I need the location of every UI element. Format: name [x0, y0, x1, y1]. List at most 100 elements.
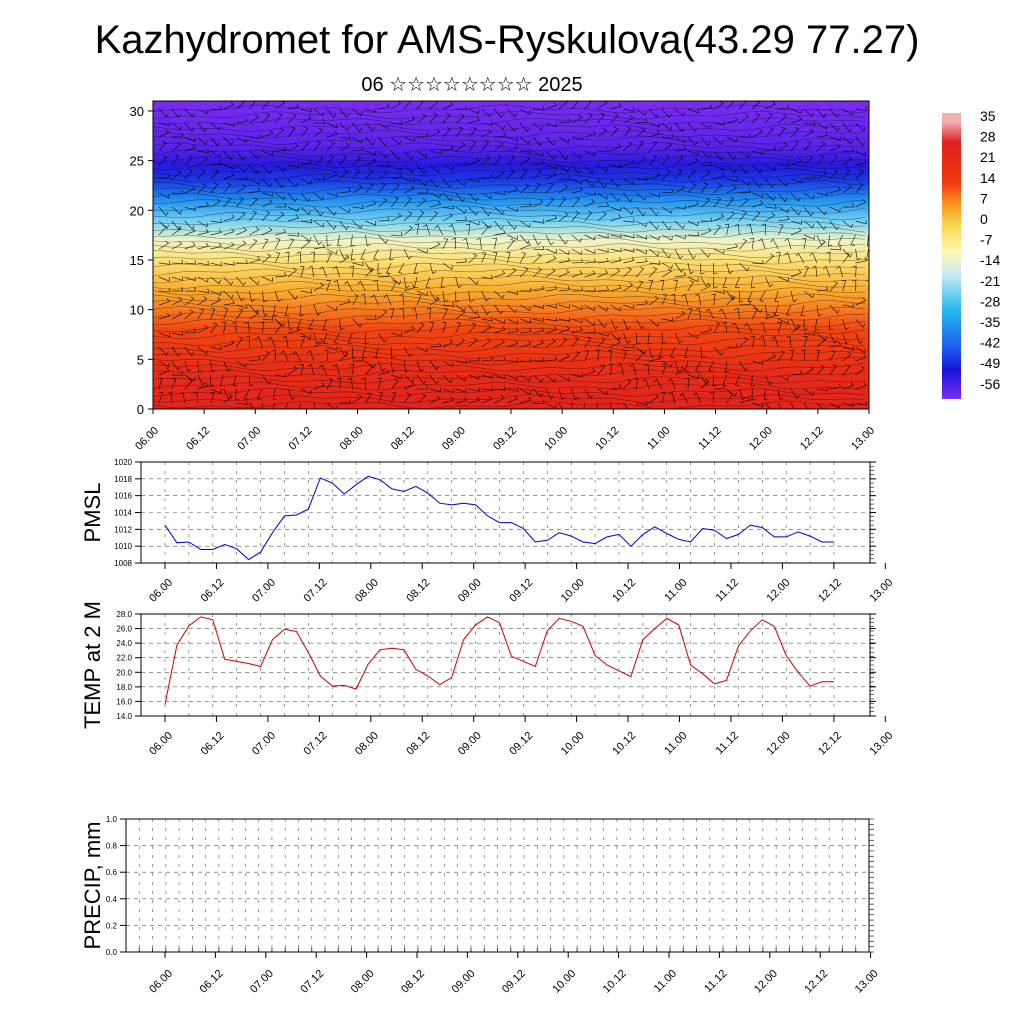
- wind-barb: [520, 340, 532, 348]
- wind-barb: [648, 394, 659, 404]
- wind-barb: [635, 318, 645, 330]
- wind-barb: [210, 218, 222, 224]
- wind-barb: [764, 304, 771, 317]
- wind-barb: [734, 223, 740, 236]
- wind-barb: [416, 132, 429, 138]
- wind-barb: [403, 392, 412, 404]
- wind-barb: [261, 290, 268, 303]
- wind-barb: [507, 318, 519, 325]
- wind-barb: [721, 321, 727, 334]
- wind-barb: [378, 234, 389, 244]
- wind-barb: [700, 326, 712, 334]
- wind-barb: [339, 154, 348, 166]
- wind-barb: [718, 308, 727, 320]
- wind-barb: [313, 175, 326, 180]
- wind-barb: [300, 266, 305, 278]
- wind-barb: [287, 388, 296, 400]
- wind-barb: [816, 190, 829, 196]
- wind-barb: [481, 374, 493, 379]
- wind-barb: [494, 356, 506, 362]
- wind-barb: [765, 127, 774, 138]
- ytick-label: 1012: [114, 525, 132, 534]
- wind-barb: [360, 248, 366, 260]
- wind-barb: [197, 260, 209, 266]
- wind-barb: [455, 322, 461, 334]
- wind-barb: [184, 168, 193, 180]
- xtick-label: 07.12: [298, 968, 326, 996]
- wind-barb: [623, 282, 634, 292]
- wind-barb: [287, 113, 297, 124]
- wind-barb: [722, 276, 728, 288]
- wind-barb: [649, 122, 660, 128]
- wind-barb: [661, 169, 672, 180]
- wind-barb: [507, 206, 519, 212]
- wind-barb: [455, 388, 467, 393]
- isotherm-line: [153, 211, 866, 221]
- xtick-label: 09.12: [507, 730, 535, 758]
- wind-barb: [403, 346, 413, 358]
- wind-barb: [339, 206, 351, 214]
- wind-barb: [442, 101, 454, 110]
- wind-barb: [492, 251, 498, 264]
- wind-barb: [223, 228, 235, 236]
- wind-barb: [416, 393, 427, 404]
- wind-barb: [455, 276, 462, 289]
- wind-barb: [158, 392, 164, 404]
- wind-barb: [333, 332, 340, 344]
- wind-barb: [545, 214, 558, 222]
- xtick-label: 08.00: [353, 730, 381, 758]
- wind-barb: [726, 116, 738, 124]
- wind-barb: [261, 402, 263, 409]
- wind-barb: [584, 318, 596, 326]
- wind-barb: [494, 290, 505, 299]
- wind-barb: [868, 262, 869, 264]
- wind-barb: [687, 280, 695, 292]
- wind-barb: [507, 290, 519, 295]
- wind-barb: [344, 280, 353, 292]
- wind-barb: [713, 196, 722, 208]
- isotherm-line: [153, 388, 866, 397]
- wind-barb: [803, 192, 815, 200]
- ytick-label: 0.6: [106, 868, 118, 877]
- wind-barb: [623, 402, 633, 409]
- heat-xtick-label: 12.12: [798, 425, 826, 453]
- xtick-label: 11.12: [714, 577, 741, 604]
- wind-barb: [494, 374, 506, 379]
- wind-barb: [700, 161, 713, 166]
- wind-barb: [687, 200, 700, 208]
- wind-barb: [520, 287, 532, 292]
- wind-barb: [391, 164, 402, 171]
- wind-barb: [842, 332, 850, 345]
- wind-barb: [300, 336, 306, 348]
- wind-barb: [623, 344, 635, 349]
- wind-barb: [403, 325, 415, 334]
- wind-barb: [339, 108, 350, 119]
- wind-barb: [339, 346, 349, 358]
- wind-barb: [403, 196, 412, 208]
- wind-barb: [558, 257, 571, 264]
- wind-barb: [532, 304, 544, 310]
- wind-barb: [184, 136, 196, 143]
- xtick-label: 07.00: [248, 968, 276, 996]
- wind-barb: [197, 168, 206, 180]
- wind-barb: [700, 276, 710, 288]
- xtick-label: 12.12: [802, 968, 830, 996]
- wind-barb: [272, 402, 276, 409]
- wind-barb: [481, 173, 493, 180]
- wind-barb: [210, 290, 222, 296]
- wind-barb: [158, 140, 167, 152]
- wind-barb: [700, 150, 712, 159]
- wind-barb: [866, 248, 869, 261]
- wind-barb: [300, 115, 312, 124]
- wind-barb: [197, 183, 207, 194]
- wind-barb: [752, 304, 763, 313]
- xtick-label: 12.12: [816, 730, 844, 758]
- wind-barb: [668, 391, 676, 404]
- wind-barb: [481, 192, 493, 200]
- wind-barb: [558, 248, 570, 256]
- wind-barb: [426, 307, 431, 320]
- wind-barb: [352, 155, 362, 166]
- colorbar-label: 14: [980, 170, 996, 186]
- wind-barb: [571, 304, 583, 310]
- wind-barb: [339, 220, 349, 231]
